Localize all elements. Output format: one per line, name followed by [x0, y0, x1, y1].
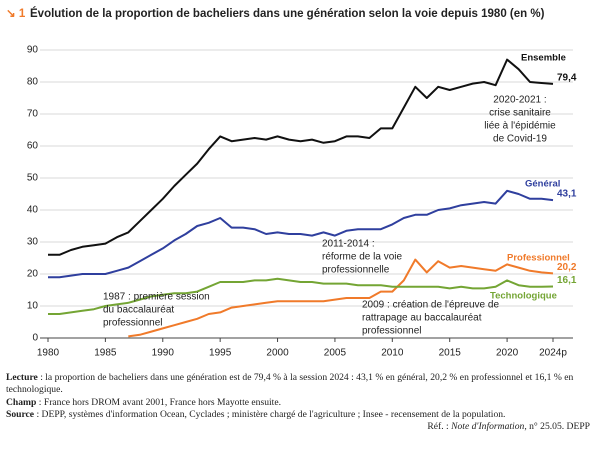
x-tick-label: 1990: [152, 348, 175, 359]
y-tick-label: 0: [32, 333, 38, 344]
series-line: [48, 189, 554, 279]
note-text: : France hors DROM avant 2001, France ho…: [36, 396, 281, 408]
annotation: professionnel: [362, 326, 421, 337]
reference: Réf. : Note d'Information, n° 25.05. DEP…: [6, 421, 594, 433]
annotation: 2009 : création de l'épreuve de: [362, 300, 499, 311]
value-label: 79,4: [557, 73, 577, 84]
annotation: 2020-2021 :: [493, 95, 546, 106]
note: Champ : France hors DROM avant 2001, Fra…: [6, 397, 594, 409]
annotation: professionnel: [103, 318, 162, 329]
note: Lecture : la proportion de bacheliers da…: [6, 372, 594, 397]
ref-suffix: , n° 25.05. DEPP: [524, 421, 590, 433]
figure-label: ↘ 1: [6, 8, 26, 20]
ref-italic: Note d'Information: [451, 421, 525, 433]
ref-prefix: Réf. :: [427, 421, 452, 433]
series-name: Technologique: [490, 291, 557, 302]
chart: ↘ 1 Évolution de la proportion de bachel…: [6, 7, 577, 359]
y-tick-label: 80: [27, 77, 39, 88]
x-tick-label: 2005: [324, 348, 347, 359]
value-label: 16,1: [557, 275, 577, 286]
series-name: Ensemble: [521, 53, 566, 64]
annotation: 1987 : première session: [103, 292, 210, 303]
note: Source : DEPP, systèmes d'information Oc…: [6, 409, 594, 421]
series-name: Professionnel: [507, 253, 570, 264]
annotation: de Covid-19: [493, 134, 547, 145]
y-tick-label: 40: [27, 205, 39, 216]
series-line: [128, 258, 554, 338]
note-text: : DEPP, systèmes d'information Ocean, Cy…: [34, 408, 506, 420]
annotation: liée à l'épidémie: [484, 121, 556, 132]
y-tick-label: 50: [27, 173, 39, 184]
note-label: Lecture: [6, 372, 38, 383]
y-tick-label: 90: [27, 45, 39, 56]
y-tick-label: 70: [27, 109, 39, 120]
x-tick-label: 2015: [439, 348, 462, 359]
y-tick-label: 30: [27, 237, 39, 248]
note-label: Champ: [6, 396, 37, 408]
annotation: professionnelle: [322, 265, 390, 276]
annotation: 2011-2014 :: [322, 239, 375, 250]
annotation: du baccalauréat: [103, 305, 174, 316]
chart-title: Évolution de la proportion de bacheliers…: [30, 7, 545, 20]
x-tick-label: 1980: [37, 348, 60, 359]
series-line: [48, 277, 554, 315]
x-tick-label: 2000: [266, 348, 289, 359]
value-label: 20,2: [557, 262, 577, 273]
series-line: [48, 58, 554, 256]
y-tick-label: 10: [27, 301, 39, 312]
x-tick-label: 1995: [209, 348, 232, 359]
annotation: réforme de la voie: [322, 252, 402, 263]
x-tick-label: 2010: [381, 348, 404, 359]
annotation: crise sanitaire: [489, 108, 551, 119]
note-label: Source: [6, 408, 35, 420]
series-name: Général: [525, 179, 560, 190]
footnotes: Lecture : la proportion de bacheliers da…: [6, 372, 594, 433]
annotation: rattrapage au baccalauréat: [362, 313, 482, 324]
y-tick-label: 20: [27, 269, 39, 280]
y-tick-label: 60: [27, 141, 39, 152]
x-tick-label: 2020: [496, 348, 519, 359]
x-tick-label: 2024p: [539, 348, 567, 359]
x-tick-label: 1985: [94, 348, 117, 359]
note-text: : la proportion de bacheliers dans une g…: [6, 372, 574, 396]
value-label: 43,1: [557, 189, 577, 200]
